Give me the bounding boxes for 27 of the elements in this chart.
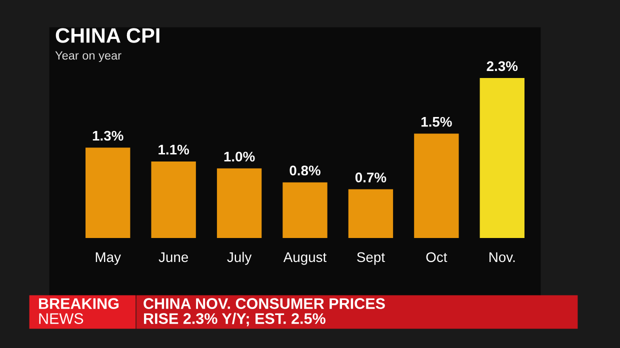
data-label: 0.7% <box>355 172 386 182</box>
bar <box>480 78 524 238</box>
x-tick-label: June <box>158 252 188 262</box>
x-tick-label: August <box>283 252 327 265</box>
x-tick-label: July <box>227 252 252 265</box>
bar <box>216 168 262 238</box>
bar <box>414 134 459 238</box>
bar <box>86 148 130 238</box>
data-label: 1.5% <box>421 116 452 127</box>
x-tick-label: Oct <box>426 252 448 262</box>
text: CHINA NOV. CONSUMER PRICES <box>144 298 385 309</box>
bar <box>348 189 394 238</box>
x-tick-label: Nov. <box>490 252 515 262</box>
text: BREAKING <box>39 298 119 309</box>
chart-subtitle: Year on year <box>55 51 122 62</box>
text: NEWS <box>39 313 84 324</box>
x-tick-label: May <box>96 252 121 265</box>
data-label: 2.3% <box>486 61 518 72</box>
data-label: 1.0% <box>224 152 255 162</box>
data-label: 0.8% <box>290 166 320 176</box>
text: RISE 2.3% Y/Y; EST. 2.5% <box>144 312 326 326</box>
chart-title: CHINA CPI <box>56 28 160 43</box>
data-label: 1.3% <box>92 130 124 141</box>
x-tick-label: Sept <box>357 252 385 265</box>
bar <box>282 182 328 238</box>
data-label: 1.1% <box>158 144 190 155</box>
bar <box>151 161 196 238</box>
